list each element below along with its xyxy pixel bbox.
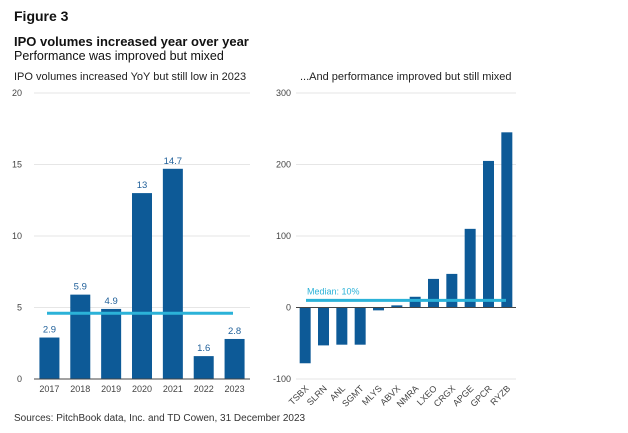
figure-label: Figure 3 <box>14 8 69 24</box>
left-xtick-label-2018: 2018 <box>70 384 90 394</box>
left-ytick-label-0: 0 <box>17 374 22 384</box>
left-ytick-label-1: 5 <box>17 303 22 313</box>
right-ytick-label-1: 0 <box>286 303 291 313</box>
left-data-label-2021: 14.7 <box>164 156 183 167</box>
left-data-label-2020: 13 <box>137 180 148 191</box>
right-xtick-label-SGMT: SGMT <box>340 383 366 409</box>
left-data-label-2023: 2.8 <box>228 326 241 337</box>
right-bar-GPCR <box>483 160 494 308</box>
right-bar-ANL <box>336 307 348 345</box>
left-bar-2020 <box>132 193 152 379</box>
left-bar-2023 <box>224 338 245 379</box>
right-ytick-label-3: 200 <box>276 160 291 170</box>
right-bar-TSBX <box>299 307 311 364</box>
source-note: Sources: PitchBook data, Inc. and TD Cow… <box>14 413 306 424</box>
left-bar-2018 <box>70 294 91 379</box>
right-bar-CRGX <box>446 273 458 308</box>
left-data-label-2019: 4.9 <box>105 296 118 307</box>
median-label: Median: 10% <box>307 286 360 296</box>
right-bar-LXEO <box>428 278 439 308</box>
left-xtick-label-2022: 2022 <box>194 384 214 394</box>
left-panel-title: IPO volumes increased YoY but still low … <box>14 71 247 83</box>
left-ytick-label-2: 10 <box>12 231 22 241</box>
left-ytick-label-3: 15 <box>12 160 22 170</box>
left-ytick-label-4: 20 <box>12 88 22 98</box>
left-data-label-2018: 5.9 <box>74 282 87 293</box>
right-bar-APGE <box>464 228 476 308</box>
right-bar-RYZB <box>501 132 513 308</box>
left-xtick-label-2021: 2021 <box>163 384 183 394</box>
right-ytick-label-2: 100 <box>276 231 291 241</box>
right-bar-MLYS <box>373 307 384 311</box>
right-xtick-label-GPCR: GPCR <box>468 383 494 409</box>
left-xtick-label-2017: 2017 <box>39 384 59 394</box>
left-xtick-label-2023: 2023 <box>225 384 245 394</box>
right-bar-NMRA <box>409 296 421 308</box>
right-bar-SGMT <box>354 307 366 345</box>
right-bar-ABVX <box>391 305 403 308</box>
right-panel-title: ...And performance improved but still mi… <box>300 71 512 83</box>
right-ytick-label-4: 300 <box>276 88 291 98</box>
right-xtick-label-RYZB: RYZB <box>488 383 512 407</box>
left-bar-2022 <box>193 356 214 379</box>
right-xtick-label-SLRN: SLRN <box>305 383 329 407</box>
right-bar-SLRN <box>318 307 329 346</box>
right-ytick-label-0: -100 <box>273 374 291 384</box>
left-data-label-2017: 2.9 <box>43 325 56 336</box>
left-bar-2017 <box>39 337 60 379</box>
chart-title: IPO volumes increased year over year <box>14 34 249 49</box>
left-bar-2021 <box>162 168 183 379</box>
left-xtick-label-2020: 2020 <box>132 384 152 394</box>
chart-subtitle: Performance was improved but mixed <box>14 49 224 63</box>
left-xtick-label-2019: 2019 <box>101 384 121 394</box>
left-data-label-2022: 1.6 <box>197 343 210 354</box>
left-bar-2019 <box>101 308 122 379</box>
